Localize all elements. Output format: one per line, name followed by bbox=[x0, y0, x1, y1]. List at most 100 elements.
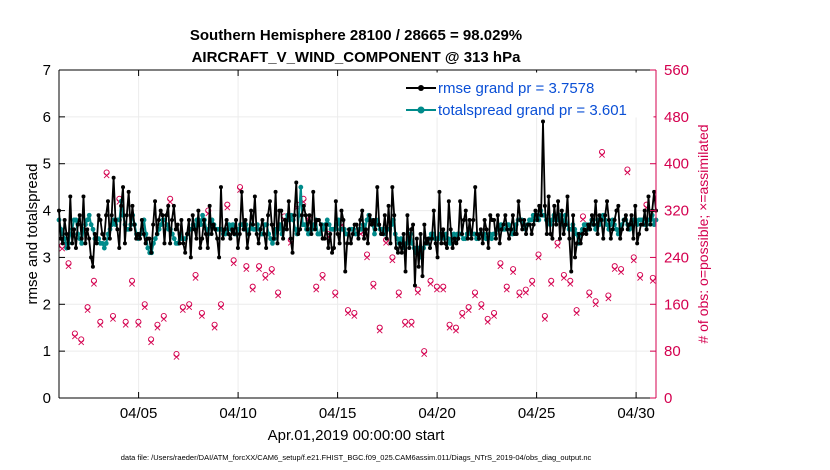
obs-assimilated-stroke bbox=[154, 324, 161, 331]
rmse-point bbox=[294, 180, 299, 185]
obs-assimilated-stroke bbox=[256, 266, 262, 273]
rmse-point bbox=[83, 241, 88, 246]
obs-assimilated-point bbox=[186, 304, 193, 311]
obs-assimilated-point bbox=[446, 324, 453, 331]
rmse-point bbox=[198, 246, 203, 251]
obs-assimilated-point bbox=[376, 327, 383, 334]
rmse-point bbox=[588, 227, 593, 232]
obs-assimilated-point bbox=[173, 354, 180, 360]
rmse-point bbox=[333, 199, 338, 204]
obs-assimilated-stroke bbox=[192, 275, 199, 281]
obs-assimilated-stroke bbox=[535, 254, 542, 261]
obs-assimilated-point bbox=[268, 269, 275, 275]
rmse-point bbox=[252, 194, 257, 199]
totalspread-point bbox=[268, 236, 273, 242]
rmse-point bbox=[241, 227, 246, 232]
obs-assimilated-point bbox=[78, 339, 85, 346]
rmse-point bbox=[341, 217, 346, 222]
obs-assimilated-stroke bbox=[624, 169, 631, 176]
rmse-point bbox=[561, 232, 566, 236]
rmse-point bbox=[565, 194, 570, 199]
y-tick-label: 6 bbox=[43, 109, 51, 126]
totalspread-point bbox=[451, 231, 457, 237]
rmse-point bbox=[243, 217, 248, 222]
rmse-point bbox=[362, 236, 367, 241]
rmse-point bbox=[90, 264, 95, 269]
rmse-point bbox=[81, 194, 86, 199]
obs-assimilated-stroke bbox=[408, 321, 415, 328]
obs-assimilated-stroke bbox=[478, 304, 485, 311]
rmse-point bbox=[298, 227, 303, 232]
rmse-point bbox=[360, 208, 365, 213]
obs-assimilated-point bbox=[465, 307, 472, 314]
rmse-point bbox=[648, 222, 653, 227]
rmse-point bbox=[522, 217, 527, 222]
obs-assimilated-point bbox=[332, 292, 339, 299]
rmse-point bbox=[107, 236, 112, 241]
obs-assimilated-point bbox=[319, 275, 326, 281]
obs-assimilated-point bbox=[167, 198, 174, 205]
obs-assimilated-stroke bbox=[433, 286, 440, 293]
rmse-point bbox=[247, 232, 252, 236]
rmse-point bbox=[614, 208, 619, 213]
rmse-point bbox=[644, 227, 649, 232]
rmse-point bbox=[58, 236, 63, 241]
obs-assimilated-stroke bbox=[243, 266, 250, 273]
rmse-point bbox=[237, 232, 242, 236]
rmse-point bbox=[339, 208, 344, 213]
rmse-point bbox=[499, 227, 504, 232]
rmse-point bbox=[185, 232, 190, 236]
rmse-point bbox=[177, 241, 182, 246]
rmse-point bbox=[527, 222, 532, 227]
x-tick-label: 04/15 bbox=[319, 405, 357, 422]
y-tick-label: 2 bbox=[43, 296, 51, 313]
rmse-point bbox=[109, 213, 114, 218]
obs-assimilated-point bbox=[554, 242, 561, 249]
obs-assimilated-point bbox=[414, 289, 421, 296]
rmse-point bbox=[437, 189, 442, 194]
obs-assimilated-stroke bbox=[459, 313, 466, 319]
rmse-point bbox=[461, 217, 466, 222]
rmse-point bbox=[181, 241, 186, 246]
rmse-point bbox=[147, 236, 152, 241]
rmse-point bbox=[416, 264, 421, 269]
totalspread-point bbox=[230, 222, 236, 228]
rmse-point bbox=[514, 232, 519, 236]
obs-assimilated-point bbox=[605, 295, 612, 302]
obs-assimilated-point bbox=[129, 280, 135, 287]
totalspread-point bbox=[171, 236, 177, 242]
totalspread-point bbox=[305, 231, 311, 237]
rmse-point bbox=[473, 185, 478, 190]
obs-assimilated-stroke bbox=[491, 313, 497, 319]
obs-assimilated-stroke bbox=[332, 292, 339, 299]
rmse-point bbox=[89, 255, 94, 260]
rmse-point bbox=[635, 241, 640, 246]
rmse-point bbox=[533, 208, 538, 213]
rmse-point bbox=[288, 236, 293, 241]
obs-assimilated-stroke bbox=[91, 280, 97, 287]
rmse-point bbox=[363, 227, 368, 232]
rmse-point bbox=[501, 222, 506, 227]
rmse-point bbox=[113, 217, 118, 222]
obs-assimilated-stroke bbox=[484, 318, 491, 325]
obs-assimilated-stroke bbox=[541, 316, 548, 322]
obs-assimilated-point bbox=[224, 204, 231, 211]
y-tick-label: 4 bbox=[43, 203, 51, 220]
totalspread-point bbox=[100, 240, 105, 246]
rmse-point bbox=[586, 222, 591, 227]
rmse-point bbox=[96, 213, 101, 218]
obs-assimilated-point bbox=[611, 266, 618, 273]
obs-assimilated-point bbox=[548, 280, 555, 287]
rmse-point bbox=[266, 213, 271, 218]
rmse-point bbox=[418, 232, 423, 236]
rmse-point bbox=[552, 203, 557, 208]
obs-assimilated-stroke bbox=[364, 254, 370, 261]
legend-rmse-marker bbox=[418, 85, 424, 91]
rmse-point bbox=[382, 213, 387, 218]
obs-assimilated-stroke bbox=[554, 242, 561, 249]
rmse-point bbox=[211, 222, 216, 227]
rmse-point bbox=[154, 232, 159, 236]
rmse-point bbox=[422, 222, 427, 227]
obs-assimilated-point bbox=[573, 310, 580, 316]
obs-assimilated-point bbox=[427, 280, 434, 287]
